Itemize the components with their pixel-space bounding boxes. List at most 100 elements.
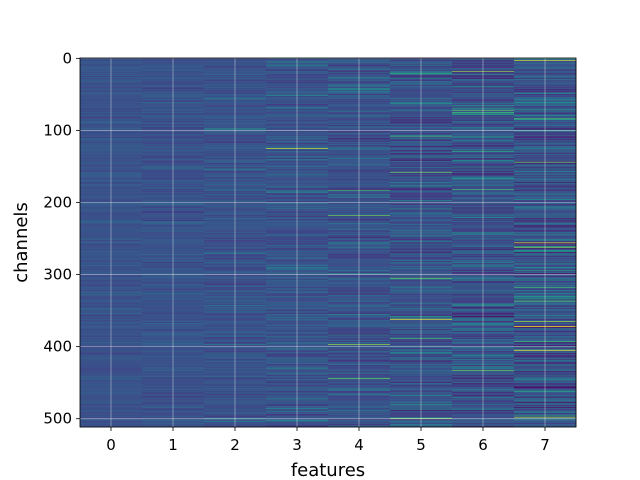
heatmap-cell [204, 136, 267, 138]
heatmap-cell [204, 142, 267, 144]
heatmap-cell [80, 323, 143, 325]
heatmap-cell [514, 156, 577, 158]
heatmap-cell [390, 77, 453, 79]
heatmap-cell [452, 419, 515, 421]
heatmap-cell [204, 95, 267, 97]
heatmap-cell [514, 152, 577, 154]
heatmap-cell [80, 88, 143, 90]
heatmap-cell [514, 299, 577, 301]
heatmap-cell [266, 372, 329, 374]
heatmap-cell [204, 259, 267, 261]
heatmap-cell [80, 262, 143, 264]
heatmap-cell [514, 238, 577, 240]
heatmap-cell [204, 197, 267, 199]
heatmap-cell [142, 399, 205, 401]
heatmap-cell [266, 192, 329, 194]
heatmap-cell [142, 419, 205, 421]
heatmap-cell [204, 76, 267, 78]
heatmap-cell [452, 163, 515, 166]
heatmap-cell [452, 231, 515, 233]
heatmap-cell [328, 272, 391, 274]
heatmap-cell [390, 355, 453, 357]
heatmap-cell [328, 116, 391, 118]
heatmap-cell [142, 263, 205, 265]
heatmap-cell [390, 308, 453, 310]
heatmap-cell [452, 276, 515, 278]
heatmap-cell [514, 202, 577, 204]
heatmap-cell [328, 332, 391, 334]
heatmap-cell [266, 303, 329, 305]
heatmap-cell [204, 150, 267, 153]
heatmap-cell [80, 414, 143, 416]
heatmap-cell [328, 154, 391, 156]
heatmap-cell [452, 241, 515, 243]
heatmap-cell [142, 220, 205, 222]
heatmap-cell [452, 130, 515, 132]
heatmap-cell [328, 195, 391, 197]
heatmap-cell [266, 375, 329, 377]
heatmap-cell [390, 73, 453, 75]
heatmap-cell [142, 287, 205, 289]
heatmap-cell [328, 121, 391, 123]
heatmap-cell [142, 184, 205, 186]
heatmap-cell [80, 131, 143, 133]
heatmap-cell [452, 272, 515, 274]
heatmap-cell [266, 256, 329, 258]
heatmap-cell [142, 67, 205, 69]
heatmap-cell [142, 73, 205, 75]
heatmap-cell [514, 317, 577, 319]
heatmap-cell [80, 117, 143, 119]
heatmap-cell [514, 65, 577, 67]
heatmap-cell [266, 279, 329, 282]
heatmap-cell [390, 400, 453, 402]
heatmap-cell [514, 115, 577, 117]
heatmap-cell [266, 390, 329, 393]
heatmap-cell [80, 150, 143, 152]
heatmap-cell [328, 294, 391, 296]
heatmap-cell [80, 266, 143, 268]
heatmap-cell [80, 310, 143, 313]
heatmap-cell [452, 244, 515, 246]
heatmap-cell [514, 252, 577, 254]
heatmap-cell [390, 352, 453, 354]
heatmap-cell [142, 332, 205, 334]
heatmap-cell [204, 326, 267, 328]
heatmap-cell [142, 318, 205, 320]
heatmap-cell [80, 196, 143, 198]
heatmap-cell [80, 239, 143, 241]
heatmap-cell [80, 382, 143, 384]
heatmap-cell [514, 105, 577, 107]
heatmap-cell [266, 363, 329, 365]
heatmap-cell [266, 78, 329, 80]
heatmap-cell [204, 86, 267, 88]
heatmap-cell [266, 356, 329, 358]
heatmap-cell [452, 359, 515, 361]
heatmap-cell [452, 166, 515, 168]
heatmap-cell [514, 216, 577, 218]
heatmap-cell [328, 324, 391, 326]
heatmap-cell [328, 261, 391, 263]
heatmap-cell [514, 209, 577, 211]
heatmap-cell [142, 392, 205, 394]
heatmap-cell [204, 232, 267, 234]
heatmap-cell [514, 271, 577, 273]
heatmap-cell [204, 285, 267, 287]
heatmap-cell [204, 96, 267, 98]
heatmap-cell [142, 377, 205, 380]
heatmap-cell [514, 297, 577, 300]
heatmap-cell [204, 264, 267, 266]
heatmap-cell [452, 365, 515, 367]
heatmap-cell [266, 260, 329, 262]
heatmap-cell [452, 117, 515, 119]
heatmap-cell [452, 333, 515, 335]
heatmap-cell [80, 405, 143, 407]
heatmap-cell [142, 241, 205, 243]
heatmap-cell [80, 316, 143, 318]
heatmap-cell [80, 226, 143, 228]
heatmap-cell [514, 166, 577, 168]
heatmap-cell [204, 138, 267, 140]
heatmap-cell [328, 209, 391, 211]
heatmap-cell [266, 167, 329, 169]
heatmap-cell [390, 419, 453, 421]
heatmap-cell [80, 174, 143, 176]
